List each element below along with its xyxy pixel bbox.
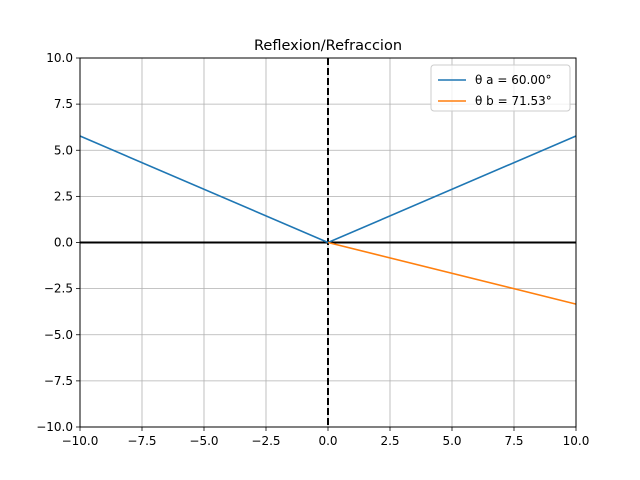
y-tick-label: 10.0 (46, 51, 73, 65)
x-tick-label: −7.5 (127, 434, 156, 448)
x-tick-label: 10.0 (563, 434, 590, 448)
y-tick-label: −7.5 (44, 374, 73, 388)
legend: θ a = 60.00° θ b = 71.53° (430, 64, 571, 112)
x-tick-label: −10.0 (62, 434, 99, 448)
y-tick-label: −5.0 (44, 328, 73, 342)
legend-label: θ b = 71.53° (475, 94, 552, 108)
y-tick-label: 0.0 (54, 236, 73, 250)
x-tick-label: 5.0 (442, 434, 461, 448)
y-tick-label: 7.5 (54, 97, 73, 111)
y-tick-label: −2.5 (44, 282, 73, 296)
x-tick-label: −5.0 (189, 434, 218, 448)
x-tick-label: 2.5 (380, 434, 399, 448)
legend-box (430, 64, 571, 112)
x-tick-label: −2.5 (251, 434, 280, 448)
y-tick-label: 5.0 (54, 143, 73, 157)
legend-label: θ a = 60.00° (475, 73, 552, 87)
x-tick-label: 0.0 (318, 434, 337, 448)
x-tick-label: 7.5 (504, 434, 523, 448)
y-tick-label: −10.0 (36, 420, 73, 434)
series-line-theta-b (327, 241, 577, 305)
y-tick-label: 2.5 (54, 189, 73, 203)
axis-ticks: −10.0 −7.5 −5.0 −2.5 0.0 2.5 5.0 7.5 10.0 −10.0 −7… (36, 51, 589, 448)
chart-title: Reflexion/Refraccion (254, 38, 402, 54)
series-lines (79, 135, 577, 305)
